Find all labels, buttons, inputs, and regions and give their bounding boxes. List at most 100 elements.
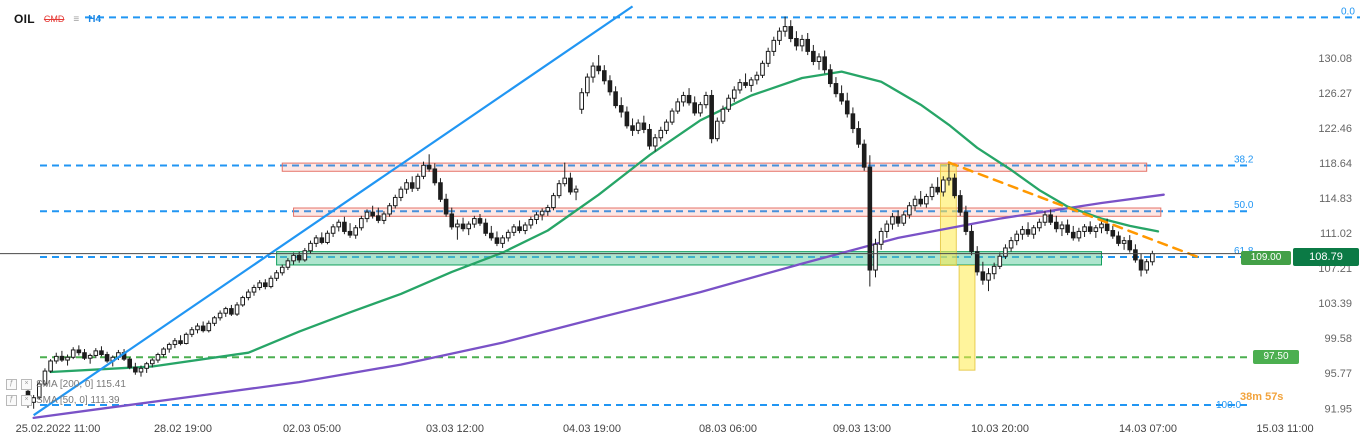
indicator-settings-icon[interactable]: ƒ bbox=[6, 379, 17, 390]
candle bbox=[1054, 221, 1059, 230]
candle bbox=[172, 340, 178, 345]
indicator-list-icon[interactable]: ≡ bbox=[73, 13, 80, 25]
fib-label-50.0: 50.0 bbox=[1234, 200, 1254, 211]
candle bbox=[669, 110, 675, 123]
candle bbox=[534, 214, 539, 220]
candle bbox=[472, 218, 477, 225]
support-zone-109[interactable] bbox=[276, 251, 1103, 266]
candle bbox=[70, 349, 76, 358]
candle bbox=[415, 175, 421, 189]
candle bbox=[200, 325, 206, 332]
candle bbox=[1138, 259, 1144, 271]
candle bbox=[895, 216, 901, 224]
candle bbox=[969, 230, 974, 253]
candle bbox=[867, 166, 873, 271]
candle bbox=[313, 237, 319, 244]
candle bbox=[404, 182, 409, 190]
candle bbox=[392, 196, 398, 207]
candle bbox=[652, 137, 658, 147]
candle bbox=[161, 348, 166, 356]
candle bbox=[517, 226, 522, 232]
candle bbox=[522, 224, 528, 232]
descending-trendline[interactable] bbox=[947, 161, 1205, 261]
indicator-label: SMA [200, 0] 115.41 bbox=[36, 379, 126, 390]
candle bbox=[805, 38, 811, 52]
candle bbox=[246, 291, 251, 299]
candle bbox=[183, 333, 189, 345]
candle bbox=[1076, 230, 1082, 239]
candle bbox=[579, 92, 585, 110]
candle bbox=[839, 93, 844, 102]
candle bbox=[907, 205, 912, 216]
candle bbox=[731, 89, 737, 99]
candle bbox=[466, 223, 471, 230]
candle bbox=[986, 273, 991, 281]
candle bbox=[296, 254, 302, 261]
candle bbox=[505, 231, 511, 239]
candle bbox=[206, 322, 212, 332]
resistance-zone-382[interactable] bbox=[281, 162, 1148, 172]
y-tick-label: 111.02 bbox=[1320, 228, 1352, 240]
candle bbox=[155, 354, 161, 361]
candle bbox=[641, 122, 647, 130]
candle bbox=[455, 223, 460, 228]
resistance-zone-50[interactable] bbox=[293, 207, 1162, 217]
candle bbox=[1082, 226, 1087, 232]
timeframe-label[interactable]: H4 bbox=[88, 13, 102, 25]
fib-label-0.0: 0.0 bbox=[1341, 6, 1355, 17]
candle bbox=[675, 101, 681, 112]
candle bbox=[743, 82, 748, 86]
candle bbox=[997, 255, 1003, 267]
x-tick-label: 02.03 05:00 bbox=[283, 423, 341, 435]
candle bbox=[42, 370, 48, 385]
price-level-badge-109: 109.00 bbox=[1241, 251, 1291, 265]
candle bbox=[822, 56, 827, 71]
candle bbox=[884, 223, 890, 232]
x-tick-label: 08.03 06:00 bbox=[699, 423, 757, 435]
feed-label: CMD bbox=[43, 14, 65, 24]
candle bbox=[1099, 223, 1104, 229]
candle bbox=[421, 164, 426, 177]
candle bbox=[777, 30, 782, 41]
candle bbox=[477, 218, 483, 224]
candle bbox=[1065, 224, 1070, 233]
candle bbox=[150, 359, 155, 365]
candle bbox=[545, 207, 551, 212]
candle bbox=[500, 237, 505, 244]
candle bbox=[370, 211, 375, 217]
candle bbox=[878, 230, 884, 245]
candle bbox=[93, 350, 99, 356]
instrument-label[interactable]: OIL bbox=[14, 12, 35, 26]
candle bbox=[799, 38, 805, 47]
candle bbox=[647, 128, 652, 147]
candle bbox=[409, 182, 415, 189]
candle bbox=[941, 179, 946, 193]
candle bbox=[1048, 214, 1053, 223]
candle bbox=[342, 221, 347, 232]
indicator-remove-icon[interactable]: × bbox=[21, 379, 32, 390]
candle bbox=[1116, 235, 1121, 244]
indicator-remove-icon[interactable]: × bbox=[21, 395, 32, 406]
y-tick-label: 118.64 bbox=[1319, 158, 1352, 170]
candle bbox=[935, 186, 940, 193]
indicator-settings-icon[interactable]: ƒ bbox=[6, 395, 17, 406]
ascending-trendline[interactable] bbox=[33, 5, 634, 417]
candle bbox=[946, 177, 952, 181]
candle bbox=[438, 182, 443, 200]
candle bbox=[737, 82, 743, 91]
x-tick-label: 03.03 12:00 bbox=[426, 423, 484, 435]
candle bbox=[364, 211, 370, 220]
x-tick-label: 15.03 11:00 bbox=[1256, 423, 1313, 435]
candle bbox=[48, 360, 53, 372]
candle bbox=[618, 105, 624, 113]
candle bbox=[353, 227, 358, 236]
candle bbox=[1150, 253, 1155, 263]
candle bbox=[347, 230, 353, 236]
candle bbox=[449, 213, 455, 228]
candle bbox=[539, 210, 545, 216]
candle bbox=[794, 38, 799, 47]
candle bbox=[166, 343, 172, 350]
candle bbox=[212, 317, 217, 324]
candle bbox=[873, 243, 878, 271]
